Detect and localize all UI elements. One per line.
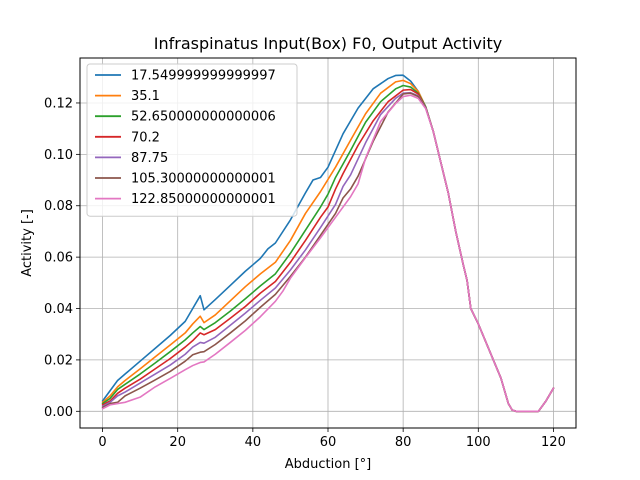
legend-label: 52.650000000000006: [131, 110, 276, 125]
x-tick-label: 60: [320, 435, 337, 450]
legend-label: 70.2: [131, 130, 160, 145]
x-tick-label: 20: [169, 435, 186, 450]
y-axis-title: Activity [-]: [20, 209, 35, 277]
legend-label: 17.549999999999997: [131, 69, 276, 84]
y-tick-label: 0.08: [44, 199, 73, 214]
y-tick-label: 0.12: [44, 96, 73, 111]
legend-label: 87.75: [131, 151, 168, 166]
y-tick-label: 0.04: [44, 302, 73, 317]
legend-label: 122.85000000000001: [131, 192, 276, 207]
x-tick-label: 0: [98, 435, 106, 450]
x-axis-ticks: 0 20 40 60 80 100 120: [98, 428, 566, 450]
series-line-7: [101, 94, 555, 413]
legend-box: [86, 63, 298, 217]
x-tick-label: 120: [541, 435, 566, 450]
x-tick-label: 40: [245, 435, 262, 450]
y-tick-label: 0.00: [44, 405, 73, 420]
y-tick-label: 0.06: [44, 251, 73, 266]
chart-title: Infraspinatus Input(Box) F0, Output Acti…: [154, 34, 502, 53]
series-group: [101, 74, 555, 413]
x-axis-title: Abduction [°]: [285, 457, 371, 472]
y-tick-label: 0.02: [44, 353, 73, 368]
legend: 17.549999999999997 35.1 52.650000000000006…: [86, 63, 298, 217]
x-tick-label: 100: [466, 435, 491, 450]
y-tick-label: 0.10: [44, 148, 73, 163]
y-axis-ticks: 0.00 0.02 0.04 0.06 0.08 0.10 0.12: [44, 96, 80, 420]
legend-label: 105.30000000000001: [131, 172, 276, 187]
legend-label: 35.1: [131, 89, 160, 104]
x-tick-label: 80: [395, 435, 412, 450]
